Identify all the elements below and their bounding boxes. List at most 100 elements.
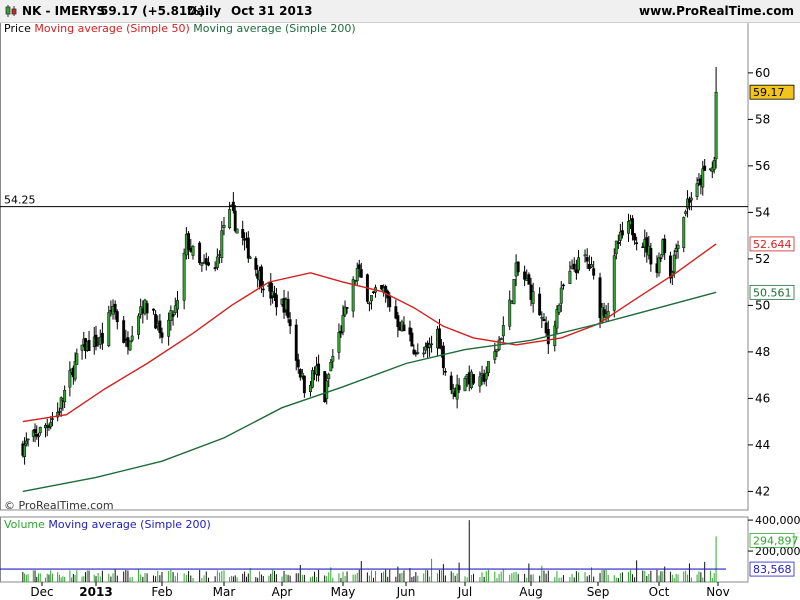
price-candle <box>300 372 304 377</box>
price-candle <box>294 324 298 361</box>
price-candle <box>443 371 447 373</box>
price-axis-label: 50 <box>755 298 770 312</box>
price-candle <box>714 91 718 160</box>
price-candle <box>486 361 490 373</box>
price-candle <box>24 440 28 445</box>
price-candle <box>553 325 557 347</box>
price-axis-label: 46 <box>755 391 770 405</box>
price-candle <box>33 429 37 434</box>
price-candle <box>26 438 30 441</box>
price-candle <box>493 351 497 360</box>
price-candle <box>167 319 171 337</box>
price-candle <box>620 230 624 236</box>
price-candle <box>574 269 578 274</box>
price-candle <box>274 294 278 308</box>
price-candle <box>645 237 649 253</box>
price-candle <box>182 252 186 301</box>
price-candle <box>35 433 39 437</box>
price-candle <box>412 349 416 355</box>
price-legend: Price Moving average (Simple 50) Moving … <box>4 22 356 35</box>
candlestick-logo-icon <box>5 5 17 17</box>
price-axis-label: 48 <box>755 345 770 359</box>
price-candle <box>233 210 237 232</box>
site-label: www.ProRealTime.com <box>639 4 794 18</box>
price-candle <box>478 376 482 387</box>
price-candle <box>701 168 705 188</box>
time-axis-label: Apr <box>272 585 293 599</box>
price-candle <box>213 267 217 269</box>
price-candle <box>631 218 635 236</box>
price-candle <box>561 284 565 287</box>
price-candle <box>113 303 117 313</box>
price-candle <box>359 269 363 278</box>
price-candle <box>100 332 104 344</box>
price-candle <box>544 322 548 334</box>
price-candle <box>296 359 300 368</box>
price-candle <box>424 346 428 351</box>
price-candle <box>484 372 488 380</box>
price-candle <box>337 332 341 353</box>
price-candle <box>422 352 426 355</box>
price-axis-label: 58 <box>755 112 770 126</box>
ma50-tag-box <box>749 236 795 252</box>
price-candle <box>357 264 361 269</box>
price-candle <box>248 256 252 259</box>
price-candle <box>355 268 359 281</box>
price-candle <box>51 418 54 420</box>
price-candle <box>682 217 686 248</box>
header-bar: NK - IMERYS 59.17 (+5.81%) Daily Oct 31 … <box>0 0 800 23</box>
price-candle <box>449 375 453 390</box>
price-candle <box>130 335 134 341</box>
last-price-tag-box <box>749 84 795 100</box>
price-panel-frame <box>0 21 749 511</box>
price-candle <box>128 340 132 351</box>
price-axis-label: 56 <box>755 159 770 173</box>
price-candle <box>345 307 349 309</box>
price-candle <box>674 248 678 252</box>
price-candle <box>663 238 667 254</box>
legend-volume-ma: Moving average (Simple 200) <box>45 518 211 531</box>
price-candle <box>612 255 616 311</box>
price-candle <box>38 426 42 434</box>
price-axis-label: 60 <box>755 66 770 80</box>
time-axis-label: Mar <box>213 585 236 599</box>
price-candle <box>495 349 499 352</box>
volume-panel-frame <box>0 516 749 583</box>
price-candle <box>538 293 542 316</box>
price-candle <box>56 412 60 418</box>
price-candle <box>501 325 505 337</box>
price-candle <box>616 241 620 245</box>
price-candle <box>416 352 420 354</box>
price-candle <box>499 338 503 341</box>
price-candle <box>557 304 561 313</box>
price-candle <box>261 288 265 291</box>
price-candle <box>152 308 155 311</box>
price-candle <box>187 233 191 250</box>
price-candle <box>516 261 520 273</box>
price-candle <box>583 254 587 257</box>
price-candle <box>542 319 546 322</box>
price-axis-label: 52 <box>755 252 770 266</box>
price-candle <box>451 388 455 394</box>
price-candle <box>695 183 699 197</box>
price-candle <box>158 320 162 333</box>
price-candle <box>455 384 459 400</box>
ma200-tag-box <box>749 284 795 300</box>
legend-price: Price <box>4 22 31 35</box>
price-candle <box>592 268 596 276</box>
volume-legend: Volume Moving average (Simple 200) <box>4 518 211 531</box>
price-candle <box>107 312 111 347</box>
price-candle <box>686 198 689 209</box>
price-axis-label: 44 <box>755 438 770 452</box>
price-candle <box>198 242 202 263</box>
price-candle <box>329 361 333 372</box>
price-candle <box>367 302 371 305</box>
symbol-title: NK - IMERYS <box>22 4 106 18</box>
price-candle <box>87 340 91 351</box>
price-candle <box>703 165 707 171</box>
last-volume-tag: 294,897 <box>753 534 799 547</box>
price-candle <box>577 257 580 271</box>
time-axis-label: Dec <box>30 585 53 599</box>
watermark: © ProRealTime.com <box>4 499 114 512</box>
